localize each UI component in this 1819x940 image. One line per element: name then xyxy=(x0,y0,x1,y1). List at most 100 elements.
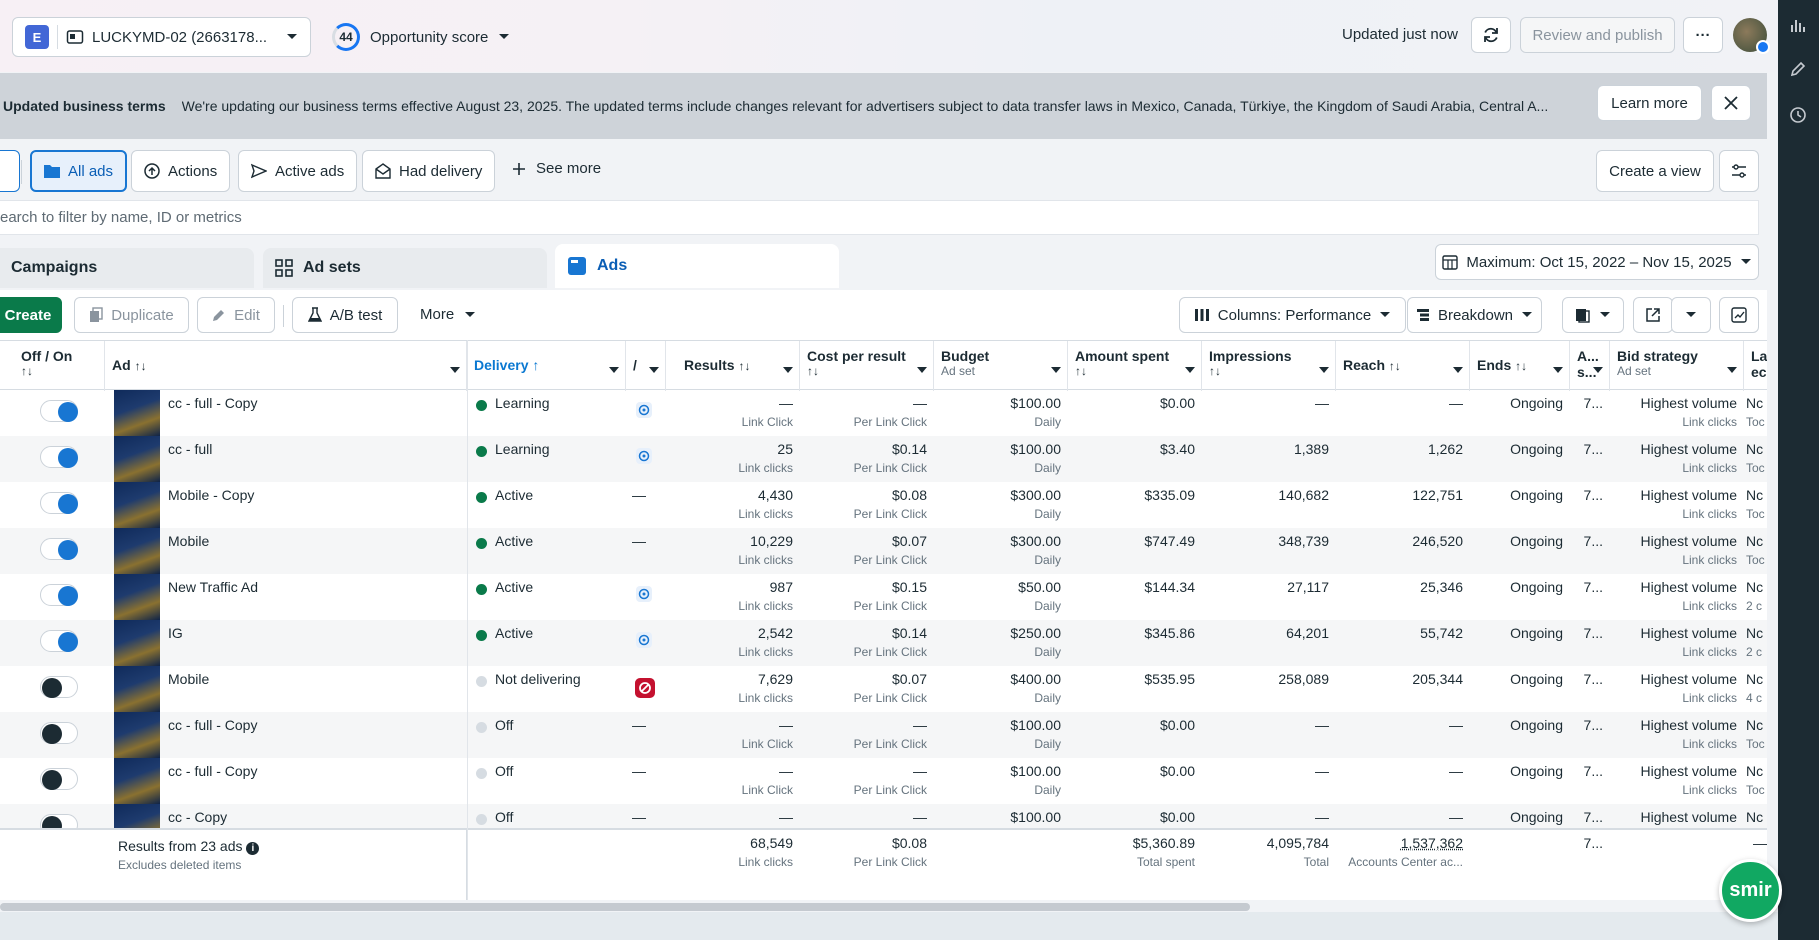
col-reach[interactable]: Reach ↑↓ xyxy=(1336,341,1470,391)
create-button[interactable]: Create xyxy=(0,297,62,333)
clock-icon[interactable] xyxy=(1789,106,1807,124)
ad-name[interactable]: cc - full - Copy xyxy=(168,395,258,411)
opportunity-icon[interactable] xyxy=(636,632,652,651)
ad-name-cell[interactable]: cc - full - Copy xyxy=(160,758,460,804)
filter-stub[interactable] xyxy=(0,150,20,192)
ad-name[interactable]: cc - full - Copy xyxy=(168,763,258,779)
ad-thumbnail[interactable] xyxy=(114,666,160,712)
ad-name[interactable]: cc - full - Copy xyxy=(168,717,258,733)
refresh-button[interactable] xyxy=(1471,17,1511,53)
horizontal-scrollbar[interactable] xyxy=(0,903,1250,911)
col-ad[interactable]: Ad ↑↓ xyxy=(105,341,467,391)
ad-name-cell[interactable]: Mobile - Copy xyxy=(160,482,460,528)
col-bid-strategy[interactable]: Bid strategy Ad set xyxy=(1610,341,1744,391)
ad-name-cell[interactable]: Mobile xyxy=(160,528,460,574)
ad-name[interactable]: Mobile - Copy xyxy=(168,487,255,503)
ad-name-cell[interactable]: cc - Copy xyxy=(160,804,460,850)
error-icon[interactable] xyxy=(635,678,655,701)
ad-thumbnail[interactable] xyxy=(114,712,160,758)
ad-toggle[interactable] xyxy=(40,400,78,422)
tab-ads[interactable]: Ads xyxy=(555,244,839,288)
chat-widget-button[interactable]: smir xyxy=(1719,859,1782,922)
more-button[interactable]: More xyxy=(420,306,476,323)
col-budget[interactable]: Budget Ad set xyxy=(934,341,1068,391)
ad-toggle[interactable] xyxy=(40,584,78,606)
table-row[interactable]: cc - full - Copy Learning — Link Click — Per … xyxy=(0,390,1767,436)
ad-name-cell[interactable]: Mobile xyxy=(160,666,460,712)
edit-button[interactable]: Edit xyxy=(197,297,275,333)
col-attribution[interactable]: A... s... xyxy=(1570,341,1610,391)
account-selector[interactable]: E LUCKYMD-02 (2663178... xyxy=(12,17,311,57)
table-row[interactable]: cc - full Learning 25 Link clicks $0.14 Per L… xyxy=(0,436,1767,482)
col-impressions[interactable]: Impressions ↑↓ xyxy=(1202,341,1336,391)
more-options-button[interactable]: ··· xyxy=(1683,17,1723,53)
chart-icon[interactable] xyxy=(1789,16,1807,34)
ad-name[interactable]: IG xyxy=(168,625,183,641)
ad-thumbnail[interactable] xyxy=(114,574,160,620)
see-more-button[interactable]: See more xyxy=(512,160,601,177)
tab-campaigns[interactable]: Campaigns xyxy=(0,248,254,288)
ad-toggle[interactable] xyxy=(40,492,78,514)
ad-name-cell[interactable]: IG xyxy=(160,620,460,666)
info-icon[interactable]: i xyxy=(246,842,260,855)
table-row[interactable]: Mobile - Copy Active — 4,430 Link clicks $0.0… xyxy=(0,482,1767,528)
table-row[interactable]: IG Active 2,542 Link clicks $0.14 Per Link Cl… xyxy=(0,620,1767,666)
col-ends[interactable]: Ends ↑↓ xyxy=(1470,341,1570,391)
ad-toggle[interactable] xyxy=(40,768,78,790)
ad-toggle[interactable] xyxy=(40,446,78,468)
export-dropdown-button[interactable] xyxy=(1671,297,1711,333)
ab-test-button[interactable]: A/B test xyxy=(292,297,398,333)
pencil-icon[interactable] xyxy=(1789,60,1807,78)
table-row[interactable]: cc - full - Copy Off — — Link Click — Per Link… xyxy=(0,758,1767,804)
opportunity-icon[interactable] xyxy=(636,586,652,605)
tab-ad-sets[interactable]: Ad sets xyxy=(263,248,547,288)
col-last-edit[interactable]: La ec xyxy=(1744,341,1767,391)
active-ads-filter[interactable]: Active ads xyxy=(238,150,358,192)
reports-button[interactable] xyxy=(1562,297,1624,333)
ad-thumbnail[interactable] xyxy=(114,436,160,482)
ad-name-cell[interactable]: New Traffic Ad xyxy=(160,574,460,620)
create-view-button[interactable]: Create a view xyxy=(1596,150,1714,192)
view-settings-button[interactable] xyxy=(1719,150,1759,192)
ad-name[interactable]: Mobile xyxy=(168,533,210,549)
banner-close-button[interactable] xyxy=(1711,85,1751,121)
ad-toggle[interactable] xyxy=(40,676,78,698)
col-results[interactable]: Results ↑↓ xyxy=(666,341,800,391)
all-ads-filter[interactable]: All ads xyxy=(30,150,128,192)
ad-thumbnail[interactable] xyxy=(114,758,160,804)
ad-name-cell[interactable]: cc - full xyxy=(160,436,460,482)
opportunity-score[interactable]: 44 Opportunity score xyxy=(332,23,510,51)
ad-name[interactable]: cc - full xyxy=(168,441,213,457)
avatar[interactable] xyxy=(1733,18,1770,54)
ad-toggle[interactable] xyxy=(40,630,78,652)
table-row[interactable]: Mobile Active — 10,229 Link clicks $0.07 Per L… xyxy=(0,528,1767,574)
ad-toggle[interactable] xyxy=(40,538,78,560)
ad-thumbnail[interactable] xyxy=(114,620,160,666)
col-delivery[interactable]: Delivery ↑ xyxy=(467,341,626,391)
actions-filter[interactable]: Actions xyxy=(131,150,231,192)
ad-thumbnail[interactable] xyxy=(114,528,160,574)
footer-reach-value[interactable]: 1,537,362 xyxy=(1400,835,1463,851)
columns-button[interactable]: Columns: Performance xyxy=(1179,297,1406,333)
table-row[interactable]: New Traffic Ad Active 987 Link clicks $0.15 P… xyxy=(0,574,1767,620)
ad-name[interactable]: Mobile xyxy=(168,671,210,687)
col-amount-spent[interactable]: Amount spent ↑↓ xyxy=(1068,341,1202,391)
table-row[interactable]: Mobile Not delivering 7,629 Link clicks $0.0… xyxy=(0,666,1767,712)
learn-more-button[interactable]: Learn more xyxy=(1597,85,1702,121)
opportunity-icon[interactable] xyxy=(636,402,652,421)
duplicate-button[interactable]: Duplicate xyxy=(74,297,189,333)
opportunity-icon[interactable] xyxy=(636,448,652,467)
col-off-on[interactable]: Off / On ↑↓ xyxy=(14,341,105,391)
date-range-button[interactable]: Maximum: Oct 15, 2022 – Nov 15, 2025 xyxy=(1435,244,1759,280)
table-row[interactable]: cc - full - Copy Off — — Link Click — Per Link… xyxy=(0,712,1767,758)
ad-thumbnail[interactable] xyxy=(114,482,160,528)
review-publish-button[interactable]: Review and publish xyxy=(1520,17,1675,53)
col-attention[interactable]: / xyxy=(626,341,666,391)
ad-name-cell[interactable]: cc - full - Copy xyxy=(160,712,460,758)
search-input[interactable]: earch to filter by name, ID or metrics xyxy=(0,200,1759,235)
col-cost-per-result[interactable]: Cost per result ↑↓ xyxy=(800,341,934,391)
ad-name[interactable]: New Traffic Ad xyxy=(168,579,259,595)
breakdown-button[interactable]: Breakdown xyxy=(1407,297,1542,333)
ad-name[interactable]: cc - Copy xyxy=(168,809,228,825)
charts-button[interactable] xyxy=(1719,297,1759,333)
